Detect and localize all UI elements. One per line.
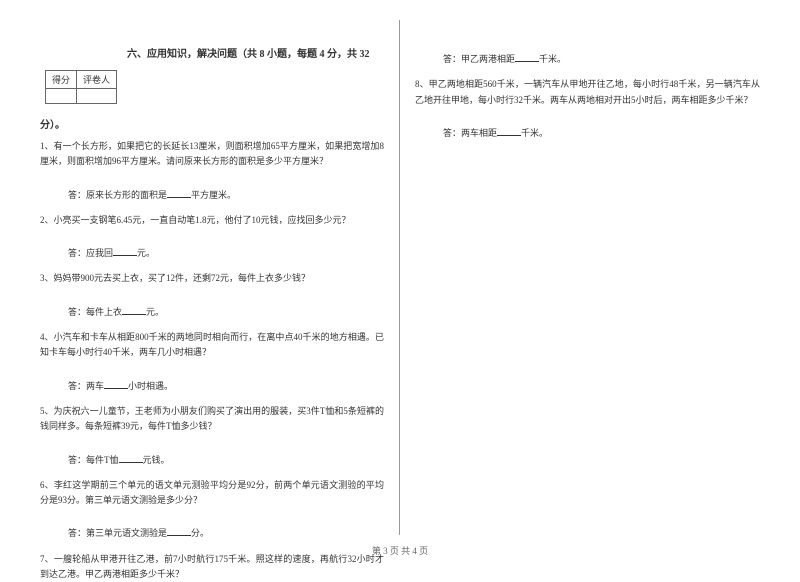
blank: [104, 379, 128, 389]
section-title: 六、应用知识，解决问题（共 8 小题，每题 4 分，共 32: [127, 45, 370, 60]
answer-2-suffix: 元。: [137, 248, 155, 258]
exam-page: 得分 评卷人 六、应用知识，解决问题（共 8 小题，每题 4 分，共 32 分）…: [0, 0, 800, 565]
answer-3-suffix: 元。: [146, 307, 164, 317]
score-label: 得分: [46, 71, 77, 89]
answer-7-suffix: 千米。: [539, 54, 566, 64]
question-2: 2、小亮买一支钢笔6.45元，一直自动笔1.8元，他付了10元钱，应找回多少元？: [40, 213, 384, 228]
answer-7: 答：甲乙两港相距 千米。: [415, 52, 760, 67]
blank: [113, 246, 137, 256]
question-8: 8、甲乙两地相距560千米，一辆汽车从甲地开往乙地，每小时行48千米，另一辆汽车…: [415, 77, 760, 108]
answer-5-prefix: 答：每件T恤: [68, 455, 119, 465]
blank: [167, 188, 191, 198]
question-3: 3、妈妈带900元去买上衣，买了12件，还剩72元，每件上衣多少钱？: [40, 271, 384, 286]
answer-8-prefix: 答：两车相距: [443, 128, 497, 138]
question-4: 4、小汽车和卡车从相距800千米的两地同时相向而行，在离中点40千米的地方相遇。…: [40, 330, 384, 361]
answer-1-suffix: 平方厘米。: [191, 190, 236, 200]
answer-7-prefix: 答：甲乙两港相距: [443, 54, 515, 64]
answer-6: 答：第三单元语文测验是 分。: [40, 526, 384, 541]
right-column: 答：甲乙两港相距千米。 8、甲乙两地相距560千米，一辆汽车从甲地开往乙地，每小…: [400, 20, 760, 535]
score-table: 得分 评卷人: [45, 70, 117, 104]
section-title-tail: 分）。: [40, 116, 384, 131]
answer-6-suffix: 分。: [191, 528, 209, 538]
grader-label: 评卷人: [77, 71, 117, 89]
blank: [497, 126, 521, 136]
grader-cell: [77, 89, 117, 104]
answer-6-prefix: 答：第三单元语文测验是: [68, 528, 167, 538]
answer-8: 答：两车相距 千米。: [415, 126, 760, 141]
question-6: 6、李红这学期前三个单元的语文单元测验平均分是92分，前两个单元语文测验的平均分…: [40, 478, 384, 509]
score-cell: [46, 89, 77, 104]
answer-1: 答：原来长方形的面积是 平方厘米。: [40, 188, 384, 203]
answer-2: 答：应我回 元。: [40, 246, 384, 261]
question-5: 5、为庆祝六一儿童节，王老师为小朋友们购买了演出用的服装，买3件T恤和5条短裤的…: [40, 404, 384, 435]
left-column: 得分 评卷人 六、应用知识，解决问题（共 8 小题，每题 4 分，共 32 分）…: [40, 20, 400, 535]
answer-3-prefix: 答：每件上衣: [68, 307, 122, 317]
answer-5: 答：每件T恤 元钱。: [40, 453, 384, 468]
blank: [119, 453, 143, 463]
answer-8-suffix: 千米。: [521, 128, 548, 138]
answer-5-suffix: 元钱。: [143, 455, 170, 465]
question-1: 1、有一个长方形，如果把它的长延长13厘米，则面积增加65平方厘米，如果把宽增加…: [40, 139, 384, 170]
blank: [515, 52, 539, 62]
score-box: 得分 评卷人: [45, 70, 117, 104]
answer-4-prefix: 答：两车: [68, 381, 104, 391]
answer-1-prefix: 答：原来长方形的面积是: [68, 190, 167, 200]
answer-2-prefix: 答：应我回: [68, 248, 113, 258]
answer-3: 答：每件上衣 元。: [40, 305, 384, 320]
answer-4-suffix: 小时相遇。: [128, 381, 173, 391]
blank: [122, 305, 146, 315]
blank: [167, 526, 191, 536]
section-header-row: 得分 评卷人 六、应用知识，解决问题（共 8 小题，每题 4 分，共 32: [40, 45, 384, 104]
page-footer: 第 3 页 共 4 页: [0, 544, 800, 557]
answer-4: 答：两车 小时相遇。: [40, 379, 384, 394]
